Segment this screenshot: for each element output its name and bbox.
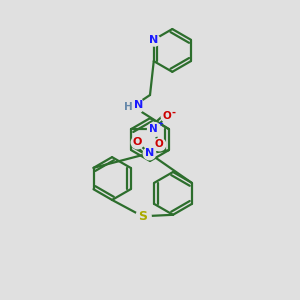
Text: N: N xyxy=(149,35,158,45)
Text: N: N xyxy=(134,100,144,110)
Text: S: S xyxy=(138,210,147,223)
Text: O: O xyxy=(163,111,172,122)
Text: O: O xyxy=(155,140,164,149)
Text: H: H xyxy=(124,102,133,112)
Text: O: O xyxy=(132,137,141,147)
Text: -: - xyxy=(171,108,175,118)
Text: N: N xyxy=(149,124,158,134)
Text: +: + xyxy=(158,121,163,127)
Text: N: N xyxy=(145,148,154,158)
